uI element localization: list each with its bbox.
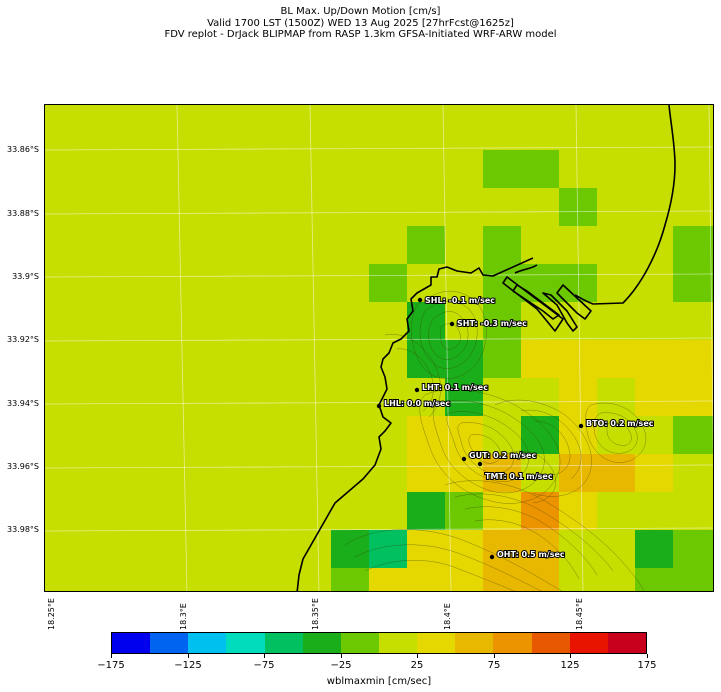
colorbar-swatch xyxy=(417,633,456,653)
grid-cell xyxy=(635,530,673,568)
colorbar-tick xyxy=(647,654,648,658)
grid-cell xyxy=(483,264,597,302)
grid-cell xyxy=(483,226,521,264)
colorbar-tick xyxy=(111,654,112,658)
grid-cell xyxy=(559,416,597,454)
map-panel[interactable]: SHL: -0.1 m/sec SHT: -0.3 m/sec LHT: 0.1… xyxy=(44,104,714,592)
colorbar-swatch xyxy=(340,633,379,653)
colorbar-swatch xyxy=(493,633,532,653)
lat-label: 33.92°S xyxy=(7,335,39,344)
colorbar-swatch xyxy=(112,633,151,653)
colorbar-swatch xyxy=(188,633,227,653)
map-source: FDV replot - DrJack BLIPMAP from RASP 1.… xyxy=(164,29,557,40)
grid-cell xyxy=(483,302,521,340)
lon-label: 18.3°E xyxy=(179,603,188,630)
colorbar-tick-label: −175 xyxy=(97,660,125,671)
lon-label: 18.25°E xyxy=(47,598,56,630)
lat-label: 33.98°S xyxy=(7,525,39,534)
station-label: LHL: 0.0 m/sec xyxy=(384,399,450,408)
station-label: OHT: 0.5 m/sec xyxy=(497,550,565,559)
grid-cell xyxy=(407,492,445,530)
station-shl[interactable]: SHL: -0.1 m/sec xyxy=(417,295,496,306)
station-label: GUT: 0.2 m/sec xyxy=(469,451,536,460)
grid-cell xyxy=(407,530,483,591)
uplift-grid xyxy=(331,150,713,591)
colorbar xyxy=(111,632,647,654)
colorbar-tick-label: −25 xyxy=(330,660,352,671)
graticule xyxy=(45,105,713,591)
colorbar-tick-label: −125 xyxy=(174,660,202,671)
lon-label: 18.45°E xyxy=(575,598,584,630)
grid-cell xyxy=(673,226,713,302)
colorbar-tick-label: 75 xyxy=(487,660,501,671)
colorbar-tick-label: 125 xyxy=(560,660,580,671)
grid-cell xyxy=(521,416,559,454)
grid-cell xyxy=(407,416,483,492)
grid-cell xyxy=(635,340,713,416)
coastline xyxy=(296,105,676,591)
colorbar-tick xyxy=(264,654,265,658)
station-markers: SHL: -0.1 m/sec SHT: -0.3 m/sec LHT: 0.1… xyxy=(376,295,655,560)
lat-label: 33.96°S xyxy=(7,462,39,471)
station-lhl[interactable]: LHL: 0.0 m/sec xyxy=(376,398,451,409)
colorbar-swatch xyxy=(150,633,189,653)
lat-label: 33.94°S xyxy=(7,399,39,408)
station-lht[interactable]: LHT: 0.1 m/sec xyxy=(414,382,489,393)
colorbar-swatch xyxy=(378,633,418,653)
grid-cell xyxy=(369,264,407,302)
colorbar-tick xyxy=(570,654,571,658)
grid-cell xyxy=(445,492,483,530)
station-oht[interactable]: OHT: 0.5 m/sec xyxy=(489,549,566,560)
grid-cell xyxy=(483,340,521,378)
grid-cell xyxy=(635,454,673,492)
colorbar-tick xyxy=(341,654,342,658)
grid-cell xyxy=(559,378,597,416)
colorbar-title: wblmaxmin [cm/sec] xyxy=(326,676,432,687)
colorbar-tick xyxy=(188,654,189,658)
grid-cell xyxy=(445,340,483,416)
colorbar-tick xyxy=(417,654,418,658)
terrain-contours xyxy=(344,290,647,591)
lat-label: 33.88°S xyxy=(7,209,39,218)
grid-cell xyxy=(521,340,635,378)
grid-cell xyxy=(483,150,559,188)
station-label: SHT: -0.3 m/sec xyxy=(457,319,527,328)
colorbar-swatch xyxy=(226,633,265,653)
grid-cell xyxy=(331,568,369,591)
station-label: TMT: 0.1 m/sec xyxy=(485,472,553,481)
lon-label: 18.35°E xyxy=(311,598,320,630)
colorbar-swatch xyxy=(264,633,303,653)
station-sht[interactable]: SHT: -0.3 m/sec xyxy=(449,318,528,329)
colorbar-swatch xyxy=(531,633,570,653)
grid-cell xyxy=(369,568,407,591)
grid-cell xyxy=(483,454,521,492)
grid-cell xyxy=(559,492,597,530)
map-canvas: SHL: -0.1 m/sec SHT: -0.3 m/sec LHT: 0.1… xyxy=(45,105,713,591)
station-label: LHT: 0.1 m/sec xyxy=(422,383,488,392)
colorbar-swatch xyxy=(302,633,341,653)
map-valid-time: Valid 1700 LST (1500Z) WED 13 Aug 2025 [… xyxy=(207,18,514,29)
colorbar-swatch xyxy=(455,633,494,653)
station-label: SHL: -0.1 m/sec xyxy=(425,296,495,305)
colorbar-tick xyxy=(494,654,495,658)
station-label: BTO: 0.2 m/sec xyxy=(586,419,654,428)
station-tmt[interactable]: TMT: 0.1 m/sec xyxy=(477,461,554,482)
map-title: BL Max. Up/Down Motion [cm/s] xyxy=(280,6,441,17)
colorbar-swatch xyxy=(607,633,646,653)
grid-cell xyxy=(407,302,445,378)
grid-cell xyxy=(407,226,445,264)
lon-label: 18.4°E xyxy=(443,603,452,630)
station-bto[interactable]: BTO: 0.2 m/sec xyxy=(578,418,655,429)
lat-label: 33.86°S xyxy=(7,145,39,154)
grid-cell xyxy=(673,416,713,454)
colorbar-tick-label: −75 xyxy=(253,660,275,671)
lat-label: 33.9°S xyxy=(12,272,39,281)
grid-cell xyxy=(521,492,559,530)
grid-cell xyxy=(559,454,635,492)
colorbar-tick-label: 175 xyxy=(637,660,657,671)
station-gut[interactable]: GUT: 0.2 m/sec xyxy=(461,450,537,462)
colorbar-swatch xyxy=(569,633,608,653)
colorbar-tick-label: 25 xyxy=(410,660,424,671)
